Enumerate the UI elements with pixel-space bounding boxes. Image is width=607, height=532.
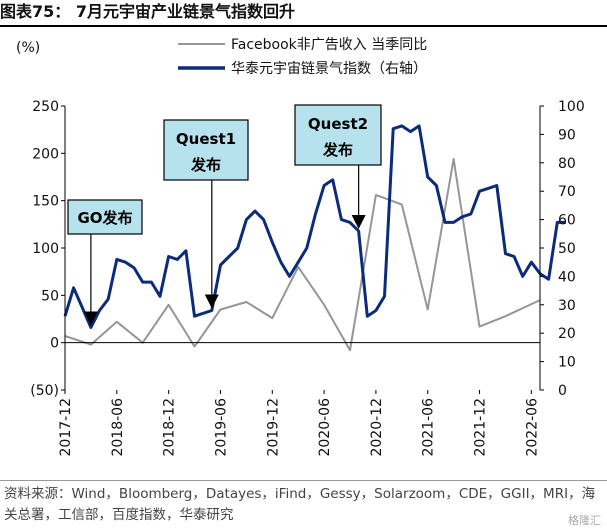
source-rule <box>0 480 607 481</box>
annotation-label: Quest1 <box>176 130 236 148</box>
annotation-1: GO发布 <box>67 199 143 326</box>
x-tick-label: 2022-06 <box>524 398 540 457</box>
left-tick-label: 200 <box>32 146 59 162</box>
x-tick-label: 2018-12 <box>162 398 178 457</box>
annotation-label: GO发布 <box>77 209 132 227</box>
right-tick-label: 10 <box>558 355 576 371</box>
watermark: 格隆汇 <box>568 514 601 527</box>
right-tick-label: 100 <box>558 99 585 115</box>
annotation-arrowhead <box>351 214 366 229</box>
x-tick-label: 2018-06 <box>110 398 126 457</box>
annotation-label: Quest2 <box>308 115 368 133</box>
annotation-box <box>294 104 382 166</box>
right-tick-label: 50 <box>558 241 576 257</box>
x-tick-label: 2020-12 <box>369 398 385 457</box>
x-tick-label: 2021-12 <box>473 398 489 457</box>
left-axis-unit: (%) <box>16 40 40 56</box>
annotation-arrowhead <box>204 294 219 309</box>
metaverse-index-line <box>63 124 566 329</box>
annotation-box <box>163 119 249 181</box>
right-tick-label: 40 <box>558 269 576 285</box>
annotation-arrowhead <box>83 311 98 326</box>
annotation-3: Quest2 发布 <box>294 104 382 229</box>
left-tick-label: 0 <box>50 336 59 352</box>
right-tick-label: 30 <box>558 298 576 314</box>
left-tick-label: 100 <box>32 241 59 257</box>
left-tick-label: 250 <box>32 99 59 115</box>
left-tick-label: 50 <box>41 288 59 304</box>
annotation-label: 发布 <box>322 141 353 159</box>
right-tick-label: 90 <box>558 127 576 143</box>
annotation-2: Quest1 发布 <box>163 119 249 309</box>
x-tick-label: 2017-12 <box>58 398 74 457</box>
left-tick-label: 150 <box>32 194 59 210</box>
right-tick-label: 60 <box>558 213 576 229</box>
right-tick-label: 70 <box>558 184 576 200</box>
source-note: 资料来源：Wind，Bloomberg，Datayes，iFind，Gessy，… <box>4 486 596 523</box>
legend-label-facebook: Facebook非广告收入 当季同比 <box>231 37 427 53</box>
annotation-label: 发布 <box>190 156 221 174</box>
annotation-box <box>67 199 143 235</box>
left-tick-label: (50) <box>30 383 59 399</box>
right-tick-label: 0 <box>558 383 567 399</box>
figure-title: 图表75： 7月元宇宙产业链景气指数回升 <box>0 2 295 21</box>
title-rule <box>0 25 607 27</box>
right-tick-label: 20 <box>558 326 576 342</box>
x-tick-label: 2021-06 <box>421 398 437 457</box>
legend-label-index: 华泰元宇宙链景气指数（右轴） <box>231 61 427 77</box>
x-tick-label: 2020-06 <box>317 398 333 457</box>
x-tick-label: 2019-12 <box>265 398 281 457</box>
x-tick-label: 2019-06 <box>213 398 229 457</box>
right-tick-label: 80 <box>558 156 576 172</box>
